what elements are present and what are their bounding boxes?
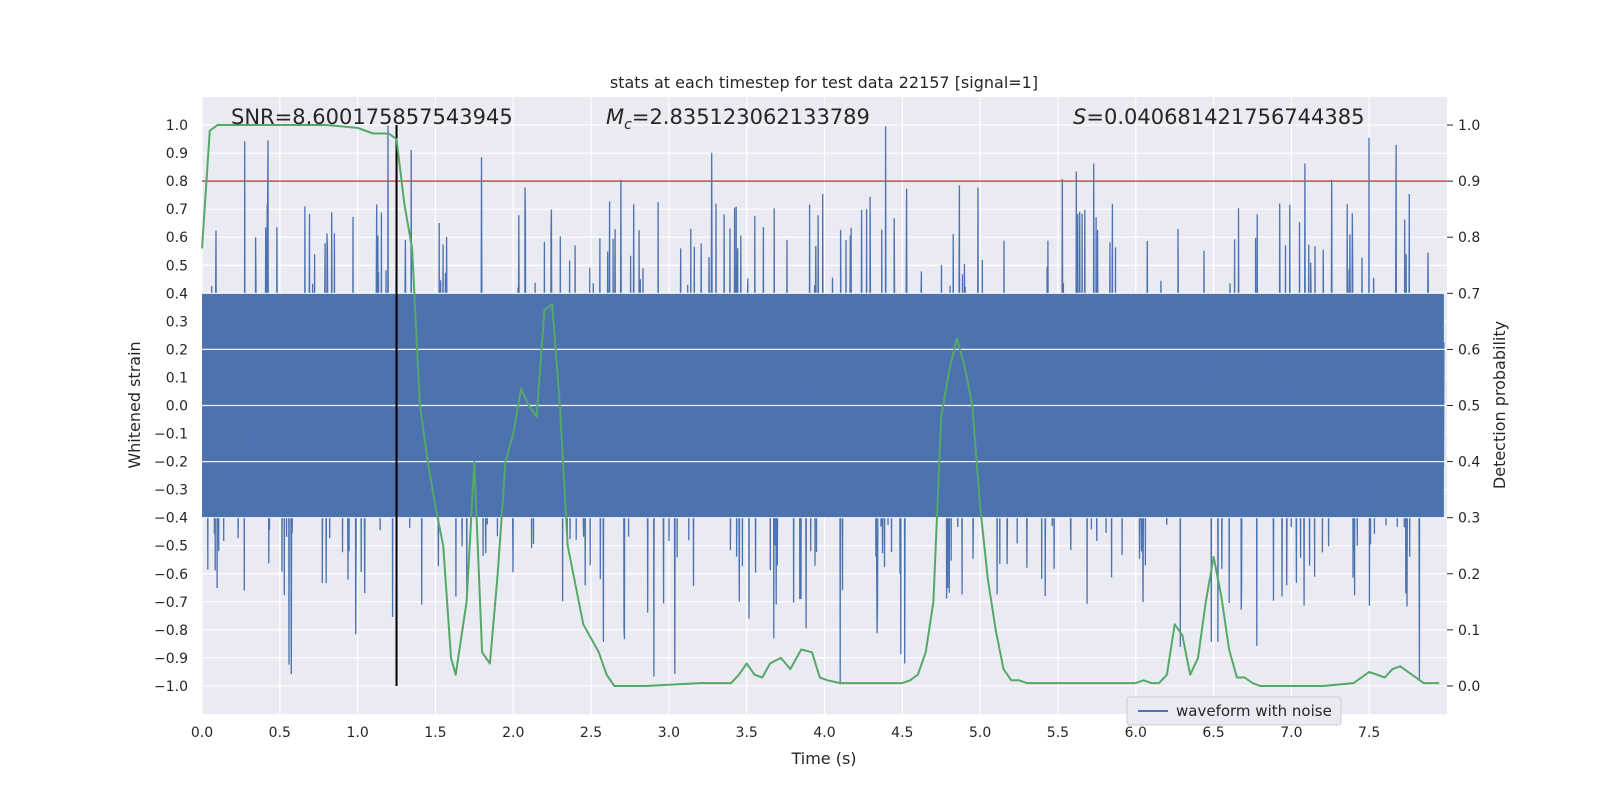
y-tick-label: −0.1: [154, 427, 188, 443]
mc-subscript: c: [624, 117, 632, 133]
right-axis-label: Detection probability: [1490, 321, 1509, 489]
x-tick-label: 0.5: [269, 725, 291, 741]
y-tick-label: −0.9: [154, 651, 188, 667]
y2-tick-label: 0.7: [1458, 286, 1480, 302]
y2-tick-label: 0.4: [1458, 455, 1480, 471]
x-axis-ticks: 0.0 0.5 1.0 1.5 2.0 2.5 3.0 3.5 4.0 4.5 5.0 5.5 6.0 6…: [191, 725, 1380, 741]
legend-box: [1126, 696, 1342, 726]
mc-symbol: M: [606, 105, 624, 129]
x-tick-label: 7.0: [1280, 725, 1302, 741]
left-axis-ticks: 1.0 0.9 0.8 0.7 0.6 0.5 0.4 0.3 0.2 0.1 0.0 −0.1 −0.…: [154, 118, 188, 695]
left-axis-label: Whitened strain: [125, 341, 144, 468]
y-tick-label: 0.0: [166, 399, 188, 415]
y-tick-label: 0.9: [166, 146, 188, 162]
y-tick-label: −0.4: [154, 511, 188, 527]
legend: waveform with noise: [1126, 696, 1342, 726]
mc-annotation: Mc=2.835123062133789: [606, 105, 870, 133]
y-tick-label: −0.3: [154, 483, 188, 499]
y-tick-label: 1.0: [166, 118, 188, 134]
x-tick-label: 6.0: [1125, 725, 1147, 741]
y-tick-label: −0.5: [154, 539, 188, 555]
y-tick-label: −0.6: [154, 567, 188, 583]
y-tick-label: −0.7: [154, 595, 188, 611]
s-symbol: S: [1073, 105, 1086, 129]
x-tick-label: 4.5: [891, 725, 913, 741]
y2-tick-label: 0.2: [1458, 567, 1480, 583]
s-equals: =: [1086, 105, 1104, 129]
x-tick-label: 2.0: [502, 725, 524, 741]
x-tick-label: 1.0: [346, 725, 368, 741]
snr-annotation: SNR=8.600175857543945: [231, 105, 513, 129]
x-axis-label: Time (s): [790, 749, 856, 768]
y-tick-label: 0.3: [166, 314, 188, 330]
y-tick-label: −0.2: [154, 455, 188, 471]
legend-label-waveform: waveform with noise: [1176, 702, 1332, 720]
y2-tick-label: 0.8: [1458, 230, 1480, 246]
y-tick-label: 0.2: [166, 342, 188, 358]
x-tick-label: 2.5: [580, 725, 602, 741]
x-tick-label: 4.0: [813, 725, 835, 741]
y-tick-label: 0.4: [166, 286, 188, 302]
probability-line: [201, 124, 1440, 687]
x-tick-label: 6.5: [1202, 725, 1224, 741]
y2-tick-label: 0.9: [1458, 174, 1480, 190]
mc-equals: =: [632, 105, 650, 129]
x-tick-label: 7.5: [1358, 725, 1380, 741]
y-tick-label: 0.5: [166, 258, 188, 274]
mc-value: 2.835123062133789: [649, 105, 869, 129]
y2-tick-label: 0.0: [1458, 679, 1480, 695]
snr-value: 8.600175857543945: [292, 105, 512, 129]
s-annotation: S=0.040681421756744385: [1073, 105, 1364, 129]
strain-line: [202, 125, 1445, 685]
y-tick-label: 0.6: [166, 230, 188, 246]
probability-series: [201, 124, 1440, 687]
overlay-lines: [202, 125, 1447, 686]
y-tick-label: −1.0: [154, 679, 188, 695]
snr-prefix: SNR=: [231, 105, 292, 129]
y2-tick-label: 1.0: [1458, 118, 1480, 134]
y2-tick-label: 0.3: [1458, 511, 1480, 527]
x-tick-label: 3.0: [658, 725, 680, 741]
y2-tick-label: 0.1: [1458, 623, 1480, 639]
y2-tick-label: 0.6: [1458, 342, 1480, 358]
y2-tick-label: 0.5: [1458, 399, 1480, 415]
y-tick-label: −0.8: [154, 623, 188, 639]
y-tick-label: 0.7: [166, 202, 188, 218]
x-tick-label: 1.5: [424, 725, 446, 741]
x-tick-label: 3.5: [736, 725, 758, 741]
y-tick-label: 0.1: [166, 370, 188, 386]
x-tick-label: 0.0: [191, 725, 213, 741]
chart-title: stats at each timestep for test data 221…: [610, 73, 1038, 92]
x-tick-label: 5.5: [1047, 725, 1069, 741]
x-tick-label: 5.0: [969, 725, 991, 741]
s-value: 0.040681421756744385: [1104, 105, 1365, 129]
y-tick-label: 0.8: [166, 174, 188, 190]
right-axis-ticks: 1.0 0.9 0.8 0.7 0.6 0.5 0.4 0.3 0.2 0.1 0.0: [1447, 118, 1480, 695]
